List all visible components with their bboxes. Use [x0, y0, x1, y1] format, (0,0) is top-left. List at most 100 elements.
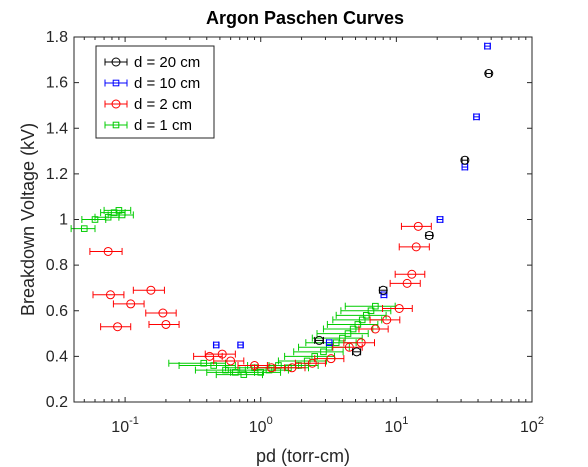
- marker-square: [110, 209, 118, 216]
- data-point: [316, 330, 369, 338]
- data-point: [145, 308, 177, 318]
- marker-square: [325, 339, 333, 346]
- marker-circle: [287, 363, 297, 373]
- marker-circle: [356, 338, 366, 348]
- y-tick-label: 0.8: [46, 257, 68, 274]
- data-point: [484, 69, 494, 78]
- data-point: [92, 290, 125, 300]
- x-tick-label-base: 10: [384, 419, 402, 436]
- data-point: [473, 113, 480, 121]
- data-point: [132, 285, 165, 295]
- legend-entry-3: d = 2 cm: [104, 96, 192, 113]
- x-tick-label: 10-1: [111, 415, 139, 436]
- data-point: [326, 320, 379, 328]
- y-tick-label: 1.4: [46, 120, 68, 137]
- legend-label: d = 10 cm: [134, 75, 200, 92]
- legend-marker-square: [112, 121, 120, 129]
- y-axis-label: Breakdown Voltage (kV): [18, 123, 38, 316]
- marker-square: [303, 357, 311, 365]
- data-point: [237, 341, 244, 349]
- data-point: [112, 299, 145, 309]
- data-point: [343, 338, 376, 348]
- data-point: [398, 242, 430, 252]
- marker-circle: [307, 358, 317, 368]
- marker-circle: [413, 221, 423, 231]
- data-point: [311, 334, 363, 342]
- data-point: [335, 311, 387, 319]
- marker-square: [436, 216, 444, 223]
- y-tick-label: 1: [59, 212, 68, 229]
- marker-circle: [146, 285, 156, 295]
- x-tick-label-exponent: 2: [538, 415, 544, 427]
- data-point: [358, 324, 389, 334]
- data-point: [436, 216, 444, 223]
- data-point: [400, 221, 432, 231]
- marker-circle: [344, 342, 354, 352]
- marker-square: [118, 211, 126, 219]
- legend-label: d = 20 cm: [134, 54, 200, 71]
- y-tick-label: 0.4: [46, 348, 68, 365]
- legend-marker-circle: [111, 57, 121, 67]
- marker-circle: [460, 155, 470, 165]
- legend-marker-circle: [111, 99, 121, 109]
- data-point: [378, 285, 388, 295]
- marker-square: [257, 369, 265, 376]
- marker-square: [332, 339, 340, 346]
- marker-square: [344, 330, 352, 337]
- data-point: [369, 315, 401, 325]
- data-point: [100, 322, 132, 332]
- data-point: [213, 356, 245, 366]
- y-tick-label: 1.6: [46, 75, 68, 92]
- marker-circle: [370, 324, 380, 334]
- data-point: [274, 363, 306, 373]
- data-point: [212, 341, 220, 349]
- data-point: [325, 339, 333, 347]
- legend: d = 20 cm d = 10 cm d = 2 cm d = 1 cm: [95, 45, 215, 139]
- marker-circle: [394, 303, 404, 313]
- x-tick-label: 102: [520, 415, 544, 436]
- legend-marker-square: [112, 79, 120, 87]
- marker-circle: [113, 322, 123, 332]
- x-tick-label-base: 10: [111, 419, 129, 436]
- y-tick-label: 1.8: [46, 29, 68, 46]
- data-point: [204, 349, 236, 359]
- marker-square: [240, 371, 248, 378]
- marker-square: [372, 302, 379, 310]
- data-point: [148, 319, 180, 329]
- legend-entry-1: d = 20 cm: [104, 54, 200, 71]
- marker-square: [349, 325, 357, 333]
- data-point: [424, 230, 434, 240]
- data-point: [294, 358, 326, 368]
- x-tick-label: 101: [384, 415, 408, 436]
- data-point: [314, 335, 324, 345]
- x-tick-label-exponent: 1: [402, 415, 408, 427]
- axes: 0.20.40.60.811.21.41.61.810-1 100 101 102: [46, 29, 544, 436]
- series-2: [212, 42, 491, 349]
- data-point: [314, 354, 345, 364]
- data-point: [389, 278, 421, 288]
- marker-circle: [411, 242, 421, 252]
- marker-circle: [158, 308, 168, 318]
- marker-square: [473, 113, 480, 121]
- y-tick-label: 0.2: [46, 394, 68, 411]
- marker-square: [320, 348, 327, 356]
- marker-square: [339, 334, 346, 342]
- y-tick-label: 1.2: [46, 166, 68, 183]
- series-3: [89, 221, 432, 373]
- series-1: [314, 69, 494, 357]
- marker-square: [358, 316, 366, 324]
- marker-square: [354, 321, 362, 328]
- x-tick-label-base: 10: [249, 419, 267, 436]
- x-tick-label-base: 10: [520, 419, 538, 436]
- marker-circle: [226, 356, 236, 366]
- data-point: [215, 371, 263, 379]
- data-point: [89, 246, 123, 256]
- marker-square: [237, 341, 244, 349]
- marker-circle: [407, 269, 417, 279]
- data-point: [107, 211, 134, 219]
- x-axis-label: pd (torr-cm): [256, 446, 350, 466]
- marker-square: [80, 225, 88, 232]
- marker-square: [367, 307, 375, 315]
- x-tick-label: 100: [249, 415, 273, 436]
